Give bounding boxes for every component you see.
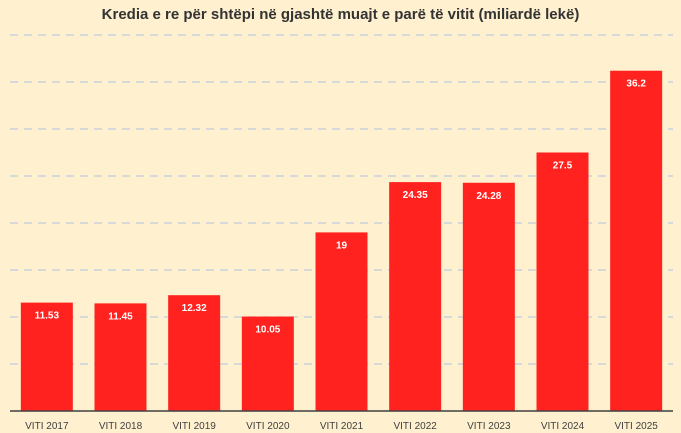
data-label: 36.2 (626, 79, 646, 90)
data-label: 12.32 (182, 303, 207, 314)
x-tick-label: VITI 2024 (541, 421, 585, 432)
x-tick-label: VITI 2021 (320, 421, 364, 432)
bar (94, 303, 147, 411)
x-tick-label: VITI 2017 (25, 421, 69, 432)
data-label: 24.28 (476, 191, 501, 202)
x-tick-label: VITI 2020 (246, 421, 290, 432)
bar (536, 152, 589, 411)
data-label: 11.53 (35, 311, 60, 322)
data-label: 27.5 (553, 161, 573, 172)
x-tick-label: VITI 2025 (614, 421, 658, 432)
data-label: 10.05 (255, 325, 280, 336)
bar (168, 295, 221, 411)
chart-title: Kredia e re për shtëpi në gjashtë muajt … (101, 6, 580, 23)
x-tick-label: VITI 2022 (393, 421, 437, 432)
bar (315, 232, 368, 411)
bar (241, 316, 294, 411)
x-tick-label: VITI 2019 (172, 421, 216, 432)
data-label: 19 (336, 240, 348, 251)
data-label: 11.45 (108, 311, 133, 322)
bar (462, 182, 515, 411)
data-label: 24.35 (403, 190, 428, 201)
bar (610, 70, 663, 411)
x-tick-label: VITI 2018 (99, 421, 143, 432)
x-tick-label: VITI 2023 (467, 421, 511, 432)
bar (389, 182, 442, 411)
bar (20, 302, 73, 411)
